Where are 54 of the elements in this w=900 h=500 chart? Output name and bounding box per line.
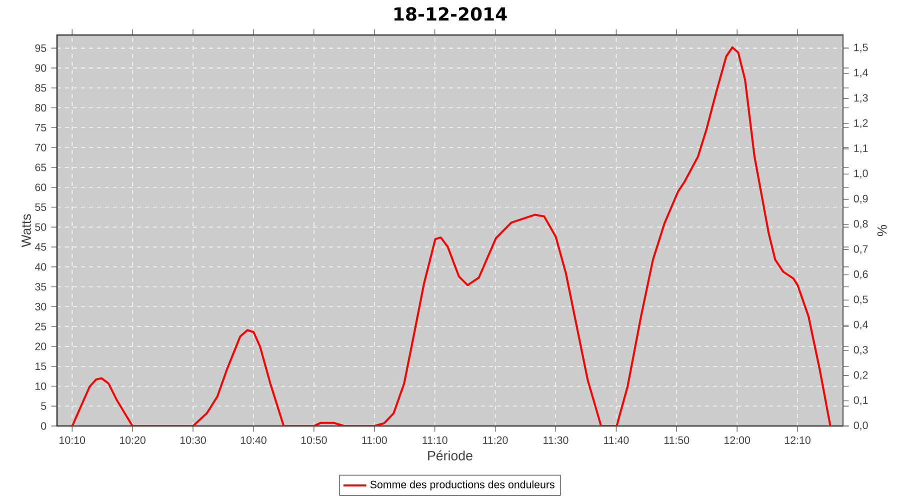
y2-tick-label: 1,4: [854, 68, 868, 78]
y2-axis-title: %: [877, 225, 887, 236]
y-tick-label: 95: [35, 44, 46, 52]
y2-tick-label: 1,5: [854, 44, 868, 52]
x-tick-label: 11:50: [664, 436, 690, 444]
y-tick-label: 65: [35, 164, 46, 172]
y-tick-label: 50: [35, 223, 46, 231]
x-tick-label: 12:10: [785, 436, 810, 444]
y-tick-label: 75: [35, 124, 46, 132]
y2-tick-label: 0,9: [854, 194, 868, 204]
y2-tick-label: 0,5: [854, 296, 868, 304]
y-tick-label: 30: [35, 302, 46, 310]
y2-tick-label: 1,1: [854, 144, 868, 154]
y2-tick-label: 0,0: [854, 422, 868, 430]
y-tick-label: 5: [41, 402, 46, 410]
y-tick-label: 40: [34, 263, 46, 271]
y-tick-label: 45: [34, 243, 46, 251]
y-tick-label: 0: [41, 422, 46, 430]
y-tick-label: 80: [35, 104, 46, 112]
x-tick-label: 10:20: [120, 436, 146, 444]
y-tick-label: 10: [36, 382, 46, 390]
y2-tick-label: 1,2: [854, 119, 868, 128]
x-tick-label: 12:00: [724, 436, 750, 444]
y2-tick-label: 0,8: [854, 220, 868, 229]
y-axis-title: Watts: [22, 214, 31, 248]
x-tick-label: 10:40: [240, 436, 266, 444]
x-tick-label: 11:10: [422, 436, 448, 444]
y2-tick-label: 0,6: [854, 270, 868, 280]
y2-tick-label: 0,7: [854, 245, 868, 254]
y-tick-label: 70: [35, 144, 46, 152]
y-tick-label: 85: [35, 84, 46, 92]
y-tick-label: 55: [35, 204, 46, 211]
y-tick-label: 25: [35, 322, 46, 330]
y-tick-label: 20: [35, 342, 46, 350]
y2-tick-label: 1,3: [854, 94, 868, 103]
y-tick-label: 15: [36, 362, 46, 370]
chart-title: 18-12-2014: [394, 7, 507, 21]
y-tick-label: 60: [35, 184, 46, 192]
y2-tick-label: 0,2: [854, 371, 868, 380]
x-tick-label: 10:10: [60, 436, 86, 444]
x-axis-title: Période: [428, 450, 472, 460]
x-tick-label: 10:30: [180, 436, 206, 444]
x-tick-label: 10:50: [301, 436, 327, 444]
x-tick-label: 11:40: [604, 436, 629, 444]
y2-tick-label: 1,0: [854, 170, 868, 178]
x-tick-label: 11:30: [544, 436, 568, 444]
y2-tick-label: 0,4: [854, 320, 868, 330]
y-tick-label: 90: [35, 64, 46, 72]
y-tick-label: 35: [35, 283, 46, 291]
legend-label: Somme des productions des onduleurs: [370, 480, 554, 490]
y2-tick-label: 0,1: [854, 396, 868, 406]
y2-tick-label: 0,3: [854, 346, 868, 355]
x-tick-label: 11:00: [362, 436, 387, 444]
x-tick-label: 11:20: [483, 436, 508, 444]
